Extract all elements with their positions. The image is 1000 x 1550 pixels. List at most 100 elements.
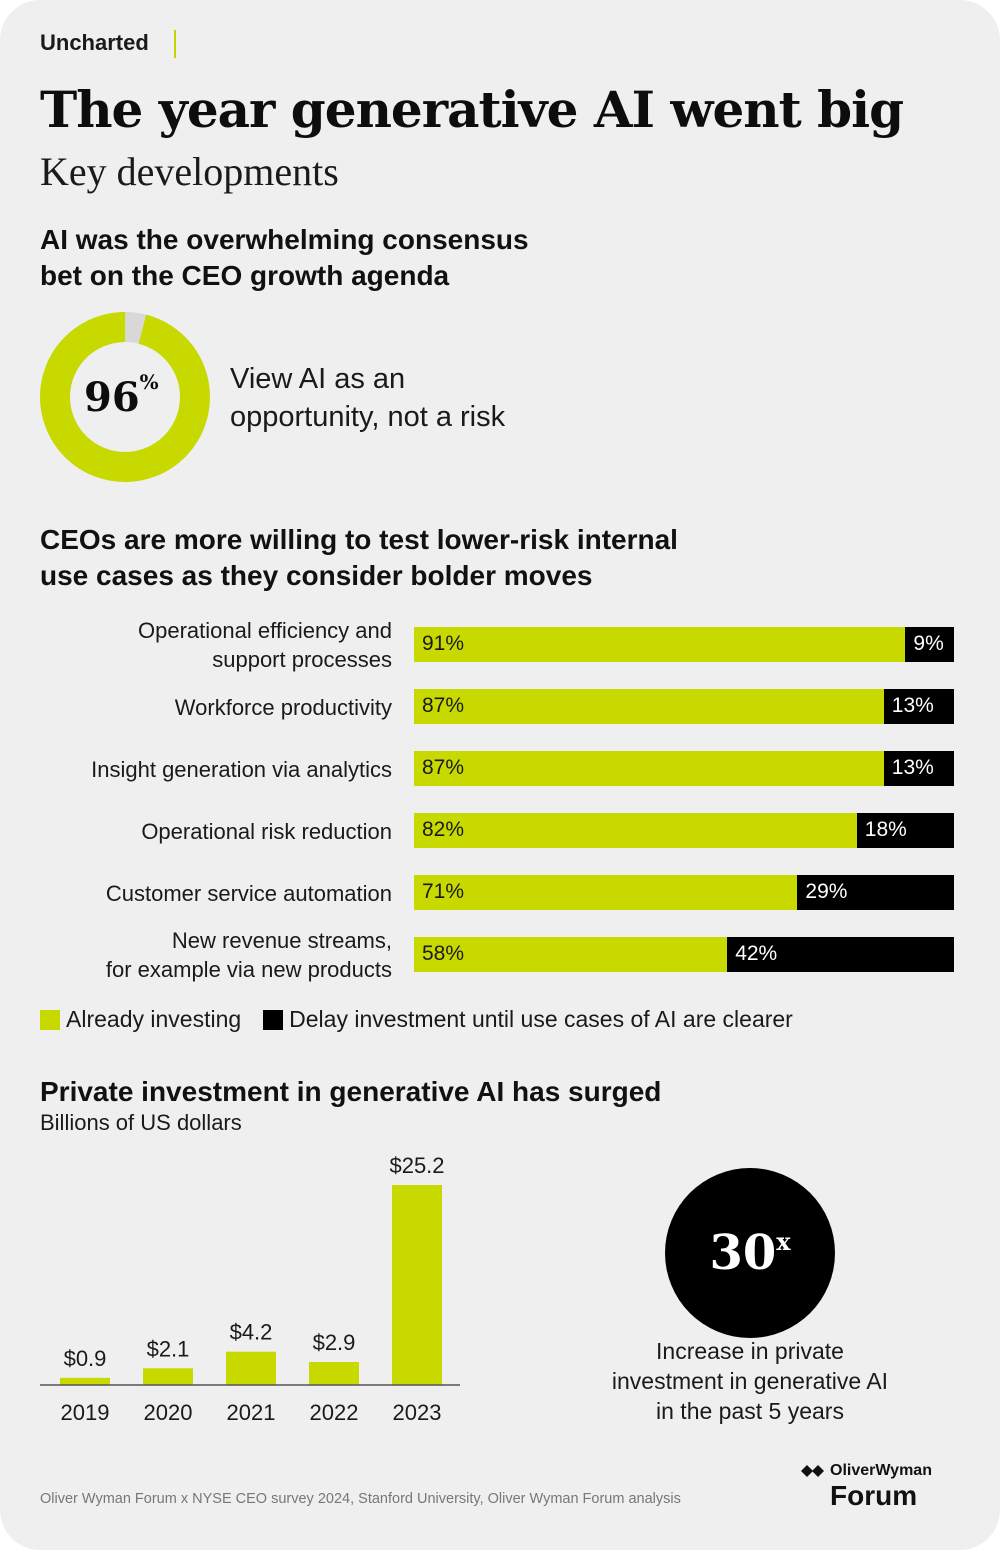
bar-value-label: 87% — [422, 756, 465, 779]
bar-category-label-line: for example via new products — [105, 957, 392, 982]
bar-category-label-line: Customer service automation — [105, 880, 392, 906]
column-chart: $0.9 2019 $2.1 2020 $4.2 2021 $2.9 2022 $25.2 202… — [40, 1153, 460, 1425]
bar-category-label: Operational efficiency and support proces… — [138, 615, 392, 675]
bar-value-label: 9% — [913, 632, 944, 655]
bar-track: 91% 9% — [414, 627, 954, 662]
bar-segment-delay: 29% — [797, 875, 954, 910]
bar-row: Operational risk reduction 82% 18% — [0, 801, 1000, 861]
donut-caption-line1: View AI as an — [230, 363, 406, 395]
donut-value-arc — [40, 312, 210, 482]
bar-row: Operational efficiency and support proces… — [0, 615, 1000, 675]
bar-value-label: 18% — [864, 818, 907, 841]
donut-value: 96% — [84, 370, 159, 421]
donut-chart — [40, 312, 210, 482]
growth-suffix: x — [776, 1226, 791, 1256]
growth-caption: Increase in private investment in genera… — [580, 1336, 920, 1426]
bar-segment-delay: 18% — [856, 813, 954, 848]
section1-heading-line1: AI was the overwhelming consensus — [40, 224, 529, 255]
bar-value-label: 42% — [735, 942, 778, 965]
section2-heading: CEOs are more willing to test lower-risk… — [40, 522, 678, 594]
bar-track: 82% 18% — [414, 813, 954, 848]
bar-category-label: New revenue streams, for example via new … — [106, 925, 392, 985]
oliver-wyman-forum-logo: OliverWyman Forum — [800, 1462, 960, 1512]
bar-value-label: 91% — [422, 632, 465, 655]
donut-caption-line2: opportunity, not a risk — [230, 401, 506, 433]
column-bar — [309, 1361, 359, 1385]
section2-heading-line1: CEOs are more willing to test lower-risk… — [40, 524, 678, 555]
logo-text-bottom: Forum — [830, 1480, 918, 1511]
bar-category-label-line: Insight generation via analytics — [91, 756, 392, 782]
bar-row: Insight generation via analytics 87% 13% — [0, 739, 1000, 799]
section1-heading: AI was the overwhelming consensus bet on… — [40, 222, 529, 294]
bar-segment-delay: 13% — [883, 689, 954, 724]
bar-category-label-line: Workforce productivity — [174, 694, 392, 720]
bar-segment-delay: 42% — [727, 937, 954, 972]
bar-track: 87% 13% — [414, 751, 954, 786]
section3-heading-line: Private investment in generative AI has … — [40, 1076, 662, 1107]
donut-value-unit: % — [139, 370, 159, 394]
bar-segment-delay: 9% — [905, 627, 954, 662]
legend-label-invest: Already investing — [66, 1006, 242, 1032]
section1-heading-line2: bet on the CEO growth agenda — [40, 260, 450, 291]
brand-label: Uncharted — [40, 30, 149, 55]
growth-number: 30 — [709, 1225, 777, 1281]
column-bar — [392, 1185, 442, 1385]
growth-caption-line2: investment in generative AI — [611, 1368, 889, 1394]
bar-row: New revenue streams, for example via new … — [0, 925, 1000, 985]
bar-category-label: Operational risk reduction — [141, 801, 392, 861]
column-bar — [60, 1377, 110, 1385]
bar-value-label: 13% — [891, 756, 934, 779]
column-value-label: $2.1 — [147, 1336, 190, 1361]
donut-value-number: 96 — [84, 374, 140, 421]
growth-caption-line3: in the past 5 years — [656, 1398, 844, 1424]
column-value-label: $2.9 — [313, 1330, 356, 1355]
bar-segment-investing: 71% — [414, 875, 798, 910]
bar-value-label: 29% — [805, 880, 848, 903]
logo-text-top: OliverWyman — [830, 1462, 932, 1479]
bar-segment-investing: 82% — [414, 813, 857, 848]
bar-track: 71% 29% — [414, 875, 954, 910]
chart-unit-label: Billions of US dollars — [40, 1110, 242, 1135]
chart-legend: Already investing Delay investment until… — [40, 1006, 793, 1033]
column-bar — [226, 1351, 276, 1385]
bar-value-label: 71% — [422, 880, 465, 903]
bar-value-label: 87% — [422, 694, 465, 717]
column-category-label: 2020 — [144, 1400, 193, 1425]
bar-value-label: 82% — [422, 818, 465, 841]
column-category-label: 2023 — [393, 1400, 442, 1425]
column-value-label: $4.2 — [230, 1320, 273, 1345]
column-category-label: 2022 — [310, 1400, 359, 1425]
logo-mark-icon — [801, 1465, 824, 1477]
bar-segment-investing: 58% — [414, 937, 728, 972]
bar-category-label: Workforce productivity — [175, 677, 392, 737]
column-value-label: $0.9 — [64, 1346, 107, 1371]
source-note: Oliver Wyman Forum x NYSE CEO survey 202… — [40, 1491, 681, 1507]
donut-caption: View AI as an opportunity, not a risk — [230, 360, 505, 436]
bar-category-label-line: Operational efficiency and — [138, 618, 392, 643]
bar-row: Customer service automation 71% 29% — [0, 863, 1000, 923]
bar-value-label: 13% — [891, 694, 934, 717]
legend-swatch-delay — [263, 1009, 284, 1030]
bar-category-label-line: Operational risk reduction — [141, 818, 392, 844]
bar-category-label-line: support processes — [212, 647, 392, 672]
section3-heading: Private investment in generative AI has … — [40, 1074, 661, 1110]
bar-row: Workforce productivity 87% 13% — [0, 677, 1000, 737]
bar-category-label: Customer service automation — [106, 863, 392, 923]
page-title: The year generative AI went big — [40, 80, 904, 139]
bar-category-label-line: New revenue streams, — [171, 928, 392, 953]
bar-track: 87% 13% — [414, 689, 954, 724]
legend-swatch-invest — [40, 1009, 60, 1030]
bar-value-label: 58% — [422, 942, 465, 965]
section2-heading-line2: use cases as they consider bolder moves — [40, 560, 593, 591]
column-value-label: $25.2 — [389, 1153, 444, 1178]
bar-track: 58% 42% — [414, 937, 954, 972]
growth-circle: 30 x — [665, 1168, 835, 1338]
column-bar — [143, 1368, 193, 1385]
page-subtitle: Key developments — [40, 149, 339, 194]
growth-caption-line1: Increase in private — [656, 1338, 844, 1364]
bar-segment-investing: 87% — [414, 751, 884, 786]
bar-segment-investing: 91% — [414, 627, 906, 662]
legend-label-delay: Delay investment until use cases of AI a… — [289, 1006, 793, 1032]
bar-segment-delay: 13% — [883, 751, 954, 786]
